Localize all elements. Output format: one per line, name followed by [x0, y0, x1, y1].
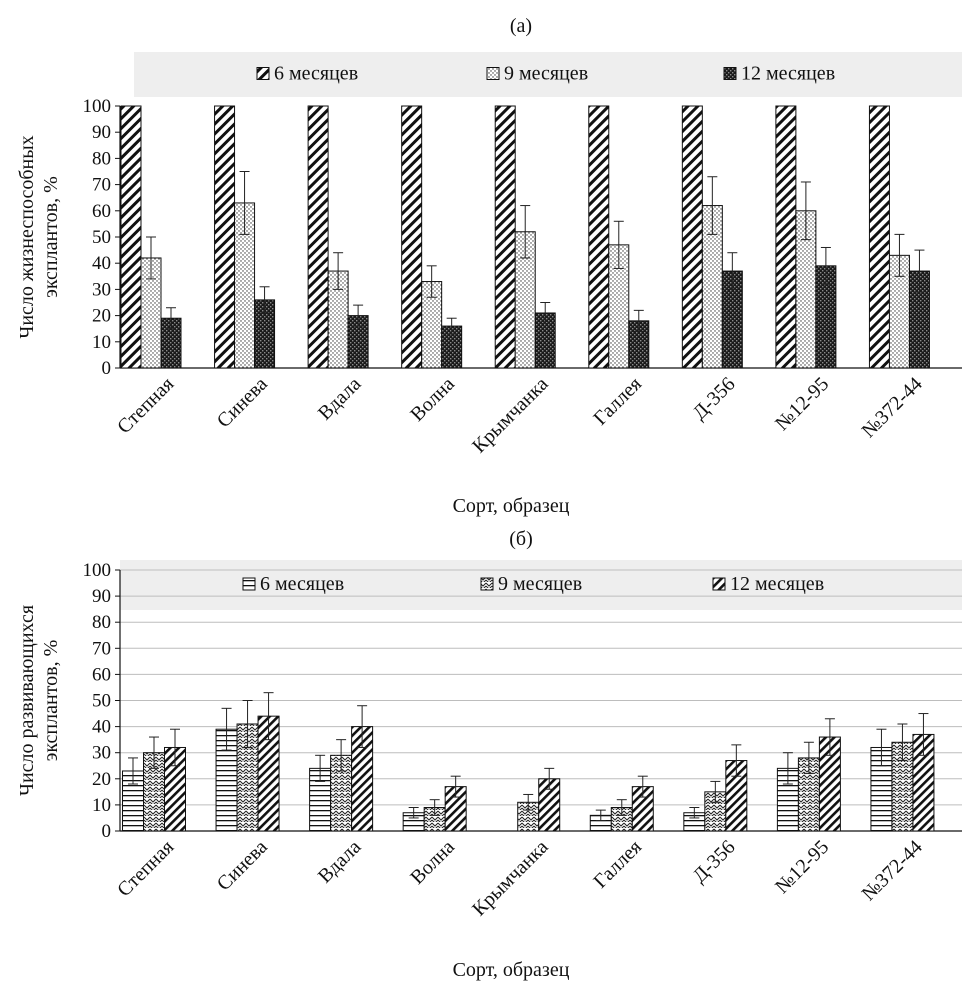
x-tick-label: Д-356: [689, 373, 740, 424]
x-tick-label: №372-44: [858, 373, 927, 442]
legend-swatch: [486, 67, 500, 80]
x-tick-label: №372-44: [858, 836, 927, 905]
y-tick-label: 10: [92, 795, 111, 816]
x-tick-label: №12-95: [771, 373, 833, 435]
y-axis-title-line-2: эксплантов, %: [40, 640, 62, 762]
legend-label: 12 месяцев: [741, 63, 835, 85]
legend-label: 6 месяцев: [260, 573, 344, 595]
y-tick-label: 20: [92, 306, 111, 327]
bar: [775, 105, 797, 369]
y-tick-label: 70: [92, 638, 111, 659]
x-tick-label: Крымчанка: [468, 373, 552, 457]
y-tick-label: 80: [92, 612, 111, 633]
x-tick-label: Д-356: [689, 836, 740, 887]
x-tick-label: Степная: [113, 373, 178, 438]
x-tick-label: Крымчанка: [468, 836, 552, 920]
legend-background: [120, 560, 962, 610]
panel-label: (б): [509, 528, 533, 550]
bar: [494, 105, 516, 369]
y-tick-label: 30: [92, 279, 111, 300]
y-tick-label: 100: [83, 96, 112, 117]
legend-label: 12 месяцев: [730, 573, 824, 595]
legend-swatch: [242, 577, 256, 591]
legend-label: 9 месяцев: [504, 63, 588, 85]
y-tick-label: 80: [92, 148, 111, 169]
y-tick-label: 40: [92, 253, 111, 274]
x-tick-label: Вдала: [314, 836, 366, 888]
bar: [307, 105, 329, 369]
y-tick-label: 50: [92, 227, 111, 248]
x-tick-label: Синева: [213, 373, 272, 432]
legend-label: 6 месяцев: [274, 63, 358, 85]
y-tick-label: 70: [92, 175, 111, 196]
x-tick-label: Синева: [213, 836, 272, 895]
x-tick-label: Волна: [406, 373, 459, 426]
y-tick-label: 90: [92, 586, 111, 607]
bar: [588, 105, 610, 369]
x-tick-label: Галлея: [589, 373, 646, 430]
x-tick-label: Галлея: [589, 836, 646, 893]
bar: [868, 105, 890, 369]
y-tick-label: 30: [92, 743, 111, 764]
y-tick-label: 60: [92, 201, 111, 222]
chart-b: (б) 0 10 20 30 40 50 60 70 80 90 100 Число развивающ…: [16, 528, 962, 981]
legend-swatch: [480, 577, 494, 591]
panel-label: (а): [510, 15, 532, 37]
x-tick-label: Вдала: [314, 373, 366, 425]
y-axis-title: Число развивающихся эксплантов, %: [16, 605, 62, 796]
bar: [214, 105, 236, 369]
y-axis-title-line-1: Число жизнеспособных: [16, 135, 38, 338]
y-tick-label: 50: [92, 691, 111, 712]
y-tick-label: 10: [92, 332, 111, 353]
bar: [681, 105, 703, 369]
x-axis-title: Сорт, образец: [453, 495, 570, 517]
legend-swatch: [712, 577, 726, 591]
bar: [120, 105, 142, 369]
y-tick-label: 20: [92, 769, 111, 790]
y-tick-label: 40: [92, 717, 111, 738]
y-tick-label: 100: [83, 560, 112, 581]
y-axis-title: Число жизнеспособных эксплантов, %: [16, 135, 62, 338]
y-axis-title-line-2: эксплантов, %: [40, 176, 62, 298]
legend-swatch: [723, 67, 737, 80]
x-tick-label: Волна: [406, 836, 459, 889]
y-axis-title-line-1: Число развивающихся: [16, 605, 38, 796]
y-tick-label: 60: [92, 664, 111, 685]
legend-background: [134, 52, 962, 97]
x-axis-title: Сорт, образец: [453, 959, 570, 981]
y-tick-label: 0: [102, 821, 112, 842]
legend-label: 9 месяцев: [498, 573, 582, 595]
legend-swatch: [256, 67, 270, 80]
x-tick-label: №12-95: [771, 836, 833, 898]
bar: [401, 105, 423, 369]
y-tick-label: 90: [92, 122, 111, 143]
chart-a: (а) 0 10 20 30 40 50 60 70 80 90 100 Число жизнеспос…: [16, 15, 962, 517]
x-tick-label: Степная: [113, 836, 178, 901]
y-tick-label: 0: [102, 358, 112, 379]
